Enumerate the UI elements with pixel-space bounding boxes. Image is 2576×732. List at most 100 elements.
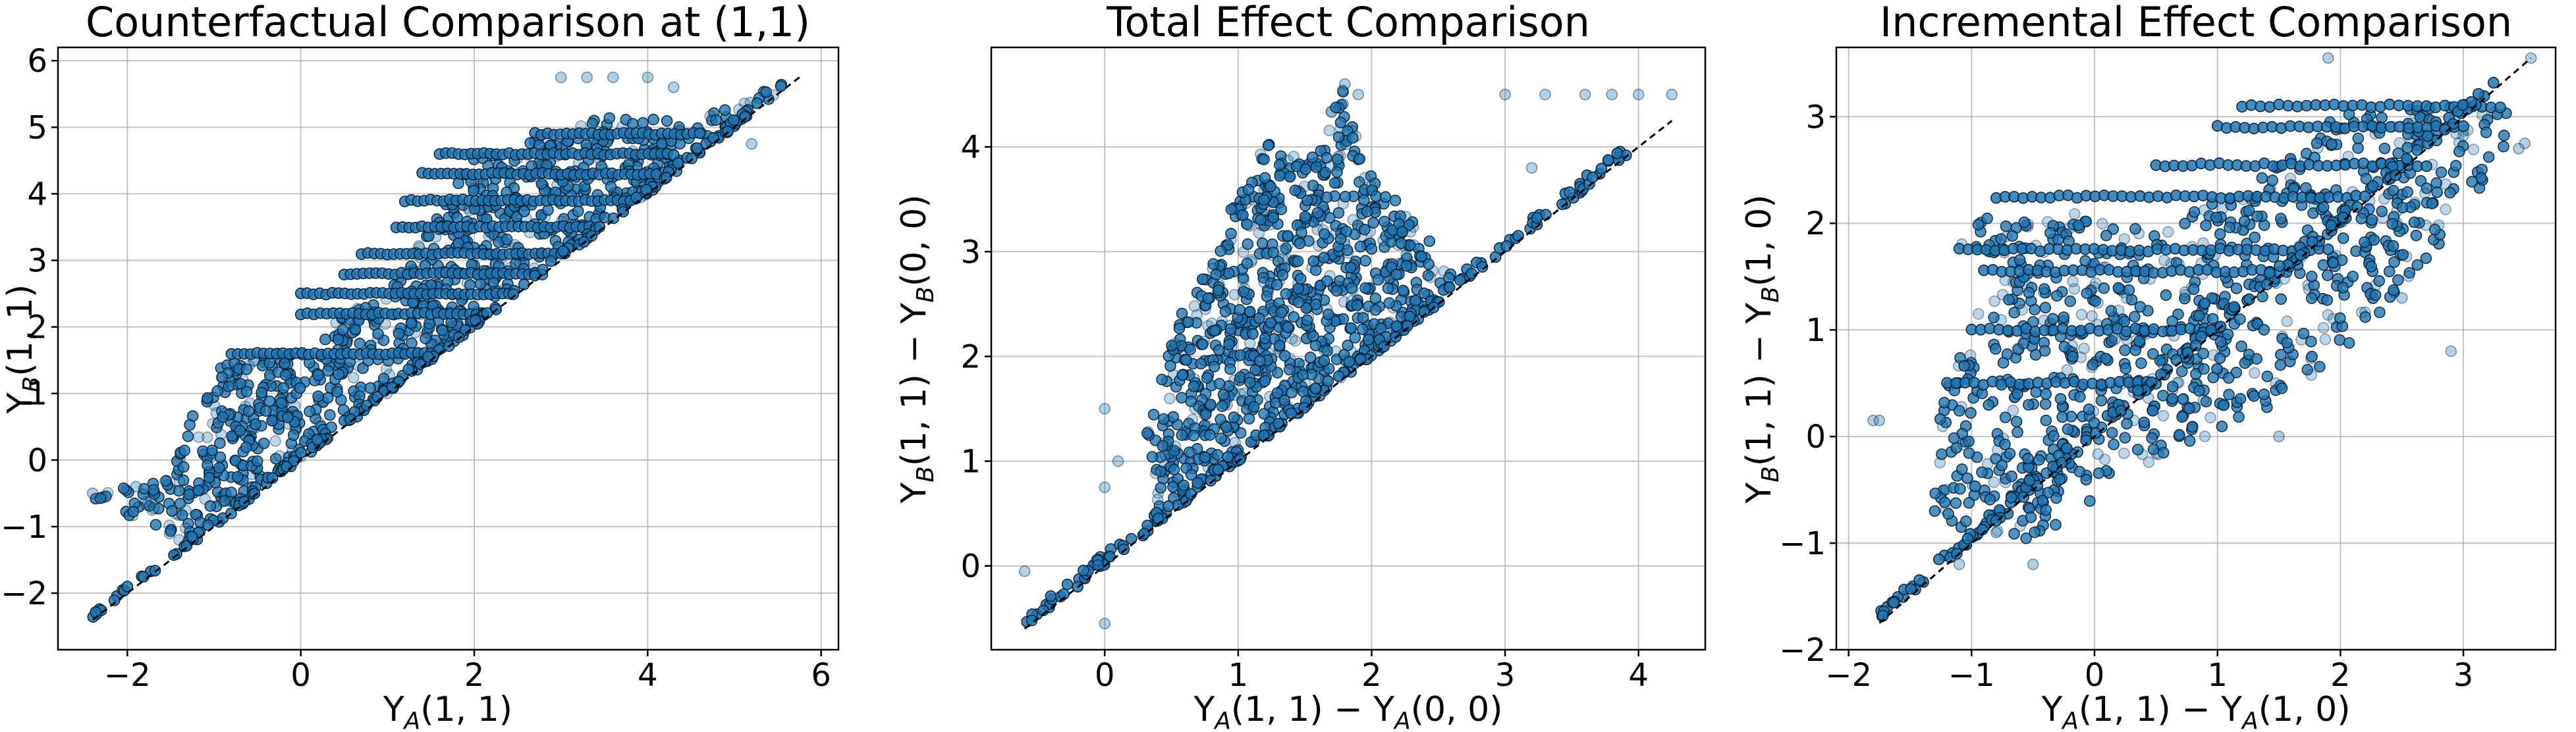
data-point: [1247, 328, 1259, 340]
data-point: [1306, 151, 1319, 163]
y-tick-label: 0: [27, 442, 47, 479]
data-point: [333, 368, 345, 380]
data-point: [160, 475, 173, 487]
data-point: [1166, 340, 1178, 352]
data-point: [2132, 384, 2144, 396]
data-point: [2205, 411, 2216, 424]
data-point: [2351, 201, 2363, 213]
data-point: [1367, 217, 1379, 229]
data-point: [2112, 282, 2125, 294]
data-point: [1969, 481, 1981, 492]
data-point: [279, 369, 292, 381]
panel-incremental-effect: Incremental Effect Comparison −2 −1 0 1 2 3−2…: [1740, 0, 2557, 732]
data-point: [1415, 250, 1427, 263]
data-point: [1157, 440, 1169, 452]
data-point: [2311, 137, 2323, 149]
data-point: [2248, 390, 2260, 402]
data-point: [2129, 222, 2141, 235]
data-point: [1273, 339, 1286, 352]
data-point: [2397, 249, 2409, 261]
data-point: [1294, 273, 1307, 285]
data-point: [2322, 52, 2334, 64]
data-point: [2166, 392, 2179, 405]
y-axis-label: YB(1, 1) − YB(0, 0): [894, 194, 939, 504]
data-point: [1666, 88, 1678, 101]
data-point: [206, 444, 218, 457]
y-tick-label: 2: [1805, 205, 1826, 242]
data-point: [421, 323, 433, 335]
data-point: [1285, 407, 1298, 419]
data-point: [240, 441, 252, 454]
data-point: [2396, 201, 2409, 214]
data-point: [1983, 399, 1994, 411]
data-point: [1146, 451, 1159, 463]
data-point: [1280, 288, 1292, 300]
data-point: [555, 71, 567, 84]
data-point: [173, 475, 186, 488]
data-point: [1307, 180, 1319, 192]
data-point: [201, 431, 213, 444]
data-point: [1243, 413, 1255, 425]
data-point: [275, 397, 287, 409]
data-point: [1400, 249, 1412, 261]
data-point: [1990, 343, 2002, 355]
data-point: [1297, 369, 1309, 381]
data-point: [1873, 414, 1886, 427]
data-point: [1168, 463, 1180, 476]
data-point: [2374, 306, 2386, 319]
data-point: [1275, 203, 1288, 215]
data-point: [1942, 508, 1954, 520]
reference-line: [1024, 120, 1673, 630]
data-point: [2352, 132, 2365, 144]
data-point: [1112, 455, 1124, 467]
data-point: [2243, 205, 2255, 217]
data-point: [1241, 257, 1253, 270]
data-point: [2105, 305, 2118, 317]
data-point: [1183, 446, 1195, 458]
data-point: [2388, 256, 2400, 268]
data-point: [2435, 166, 2448, 178]
data-point: [2494, 101, 2506, 113]
data-point: [1999, 411, 2012, 423]
data-point: [2487, 76, 2500, 89]
data-point: [130, 481, 142, 493]
data-point: [1224, 363, 1236, 375]
data-point: [1365, 243, 1378, 255]
data-point: [1234, 349, 1246, 361]
data-point: [2193, 309, 2205, 322]
data-point: [1255, 214, 1267, 226]
data-point: [2457, 120, 2469, 132]
data-point: [214, 451, 227, 463]
data-point: [2214, 228, 2226, 240]
data-point: [2029, 349, 2042, 361]
data-point: [319, 333, 331, 346]
data-point: [2008, 307, 2020, 319]
data-point: [2038, 314, 2050, 327]
data-point: [1267, 211, 1279, 224]
data-point: [2183, 402, 2195, 415]
data-point: [184, 419, 196, 431]
data-point: [1099, 617, 1110, 630]
x-axis-label: YA(1, 1): [383, 690, 512, 732]
data-point: [545, 255, 557, 267]
data-point: [1454, 274, 1466, 286]
data-point: [2092, 448, 2104, 460]
data-point: [1325, 160, 1337, 172]
data-point: [192, 431, 205, 443]
data-point: [1188, 429, 1199, 442]
data-point: [2327, 257, 2340, 269]
data-point: [2276, 382, 2288, 394]
data-point: [263, 395, 276, 407]
data-point: [2007, 404, 2019, 417]
data-point: [1225, 228, 1237, 240]
data-point: [1330, 101, 1342, 113]
data-point: [2040, 414, 2052, 427]
data-point: [1611, 147, 1624, 159]
data-point: [1929, 487, 1941, 500]
data-point: [1271, 387, 1284, 399]
data-point: [1026, 614, 1038, 627]
data-point: [2444, 186, 2456, 199]
data-point: [2411, 144, 2423, 156]
data-point: [501, 233, 513, 246]
